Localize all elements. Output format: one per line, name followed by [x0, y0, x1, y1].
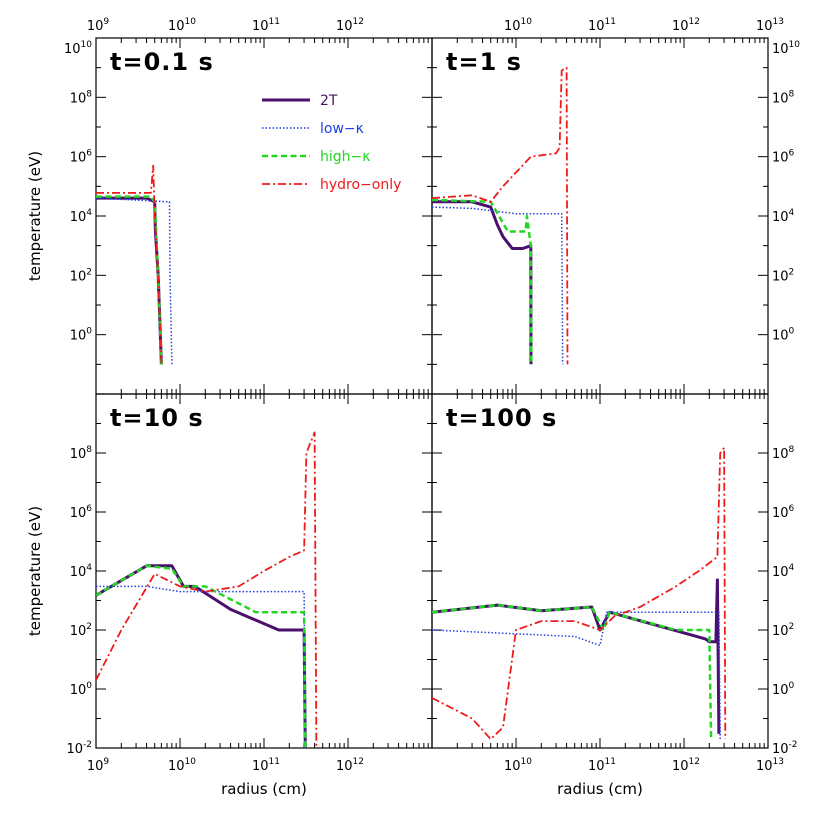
series-group: [96, 431, 318, 748]
y-tick-label: 108: [70, 89, 93, 106]
legend-label: hydro−only: [320, 177, 401, 193]
y-tick-label: 1010: [64, 40, 92, 57]
x-tick-label: 1010: [504, 757, 532, 774]
y-tick-label: 108: [70, 445, 93, 462]
y-axis-label: temperature (eV): [26, 151, 44, 281]
panel-title: t=100 s: [446, 404, 557, 432]
x-tick-label: 109: [87, 757, 110, 774]
y-tick-label: 10-2: [772, 740, 798, 757]
panel-frame: [431, 37, 769, 395]
x-tick-label: 1011: [588, 17, 616, 34]
y-tick-label: 100: [70, 681, 93, 698]
series-line-high-kappa: [96, 564, 307, 748]
x-tick-label: 1012: [672, 17, 700, 34]
panel-frame: [95, 393, 433, 749]
series-line-high-kappa: [96, 195, 163, 365]
x-tick-label: 1013: [756, 757, 784, 774]
series-line-2T: [432, 200, 533, 365]
panel-ticks: [96, 394, 432, 749]
y-tick-label: 104: [772, 563, 795, 580]
x-tick-label: 1011: [252, 757, 280, 774]
x-tick-label: 1010: [504, 17, 532, 34]
y-tick-label: 104: [772, 208, 795, 225]
series-group: [96, 164, 173, 365]
x-axis-label: radius (cm): [221, 780, 307, 798]
panel-ticks: [432, 38, 768, 395]
x-tick-label: 1011: [588, 757, 616, 774]
x-tick-label: 1013: [756, 17, 784, 34]
legend-label: low−κ: [320, 121, 364, 137]
series-group: [432, 66, 569, 365]
y-tick-label: 106: [70, 149, 93, 166]
y-tick-label: 102: [70, 267, 92, 284]
y-tick-label: 102: [70, 622, 92, 639]
series-line-low-kappa: [96, 585, 307, 748]
legend-label: high−κ: [320, 149, 371, 165]
panel-2: t=1 s 1010 1011 1012 1013 100 102 104 106 108 1010: [431, 17, 800, 395]
x-tick-label: 1010: [168, 757, 196, 774]
y-axis-label: temperature (eV): [26, 506, 44, 636]
y-tick-label: 104: [70, 563, 93, 580]
y-tick-label: 106: [772, 504, 795, 521]
panel-frame: [95, 37, 433, 395]
series-line-2T: [432, 578, 721, 734]
series-line-high-kappa: [432, 603, 713, 740]
y-tick-label: 100: [70, 327, 93, 344]
panel-3: t=10 s 109 1010 1011 1012 10-2 100 102 104 106 108…: [26, 393, 433, 798]
series-line-hydro-only: [96, 431, 318, 748]
series-group: [432, 446, 727, 740]
series-line-2T: [96, 564, 307, 748]
legend: 2T low−κ high−κ hydro−only: [262, 93, 401, 193]
series-line-high-kappa: [432, 198, 533, 365]
x-tick-label: 109: [87, 17, 110, 34]
y-tick-label: 100: [772, 681, 795, 698]
x-tick-label: 1012: [672, 757, 700, 774]
y-tick-label: 1010: [772, 40, 800, 57]
x-tick-label: 1012: [336, 757, 364, 774]
x-tick-label: 1011: [252, 17, 280, 34]
series-line-low-kappa: [432, 206, 564, 365]
series-line-hydro-only: [432, 66, 569, 365]
y-tick-label: 106: [70, 504, 93, 521]
y-tick-label: 106: [772, 149, 795, 166]
legend-label: 2T: [320, 93, 338, 109]
y-tick-label: 104: [70, 208, 93, 225]
y-tick-label: 100: [772, 327, 795, 344]
panel-title: t=10 s: [110, 404, 204, 432]
series-line-2T: [96, 196, 163, 365]
y-tick-label: 108: [772, 89, 795, 106]
x-tick-label: 1012: [336, 17, 364, 34]
panel-title: t=1 s: [446, 48, 522, 76]
x-axis-label: radius (cm): [557, 780, 643, 798]
y-tick-label: 108: [772, 445, 795, 462]
panel-title: t=0.1 s: [110, 48, 214, 76]
series-line-hydro-only: [432, 446, 727, 740]
y-tick-label: 102: [772, 267, 794, 284]
y-tick-label: 102: [772, 622, 794, 639]
series-line-hydro-only: [96, 164, 163, 365]
y-tick-label: 10-2: [66, 740, 92, 757]
x-tick-label: 1010: [168, 17, 196, 34]
panel-ticks: [96, 38, 432, 395]
